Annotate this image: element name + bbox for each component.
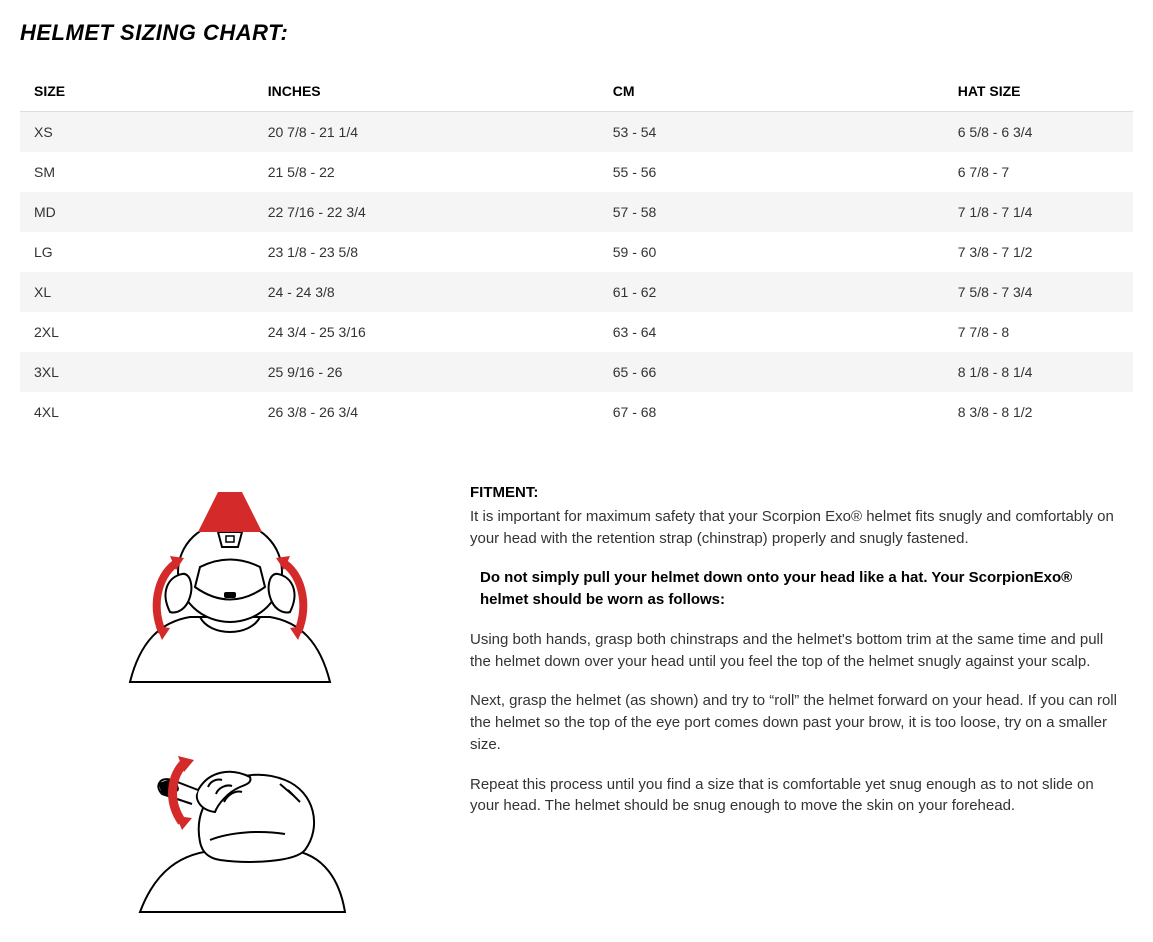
fitment-heading: FITMENT: — [470, 482, 1123, 504]
table-cell: 7 5/8 - 7 3/4 — [944, 272, 1133, 312]
table-cell: MD — [20, 192, 254, 232]
table-body: XS20 7/8 - 21 1/453 - 546 5/8 - 6 3/4SM2… — [20, 112, 1133, 433]
table-row: XL24 - 24 3/861 - 627 5/8 - 7 3/4 — [20, 272, 1133, 312]
table-cell: 61 - 62 — [599, 272, 944, 312]
table-cell: 4XL — [20, 392, 254, 432]
col-header-inches: INCHES — [254, 71, 599, 112]
fitment-step-1: Using both hands, grasp both chinstraps … — [470, 629, 1123, 673]
table-cell: 7 3/8 - 7 1/2 — [944, 232, 1133, 272]
fitment-step-3: Repeat this process until you find a siz… — [470, 774, 1123, 818]
table-cell: 22 7/16 - 22 3/4 — [254, 192, 599, 232]
table-cell: 59 - 60 — [599, 232, 944, 272]
table-row: 3XL25 9/16 - 2665 - 668 1/8 - 8 1/4 — [20, 352, 1133, 392]
table-row: 2XL24 3/4 - 25 3/1663 - 647 7/8 - 8 — [20, 312, 1133, 352]
fitment-intro: It is important for maximum safety that … — [470, 506, 1123, 550]
table-cell: 3XL — [20, 352, 254, 392]
table-cell: 25 9/16 - 26 — [254, 352, 599, 392]
fitment-step-2: Next, grasp the helmet (as shown) and tr… — [470, 690, 1123, 755]
fitment-section: FITMENT: It is important for maximum saf… — [20, 482, 1133, 922]
table-row: MD22 7/16 - 22 3/457 - 587 1/8 - 7 1/4 — [20, 192, 1133, 232]
table-header-row: SIZE INCHES CM HAT SIZE — [20, 71, 1133, 112]
fitment-text: FITMENT: It is important for maximum saf… — [470, 482, 1123, 922]
table-cell: 26 3/8 - 26 3/4 — [254, 392, 599, 432]
helmet-roll-illustration — [100, 732, 360, 922]
table-row: XS20 7/8 - 21 1/453 - 546 5/8 - 6 3/4 — [20, 112, 1133, 153]
sizing-table: SIZE INCHES CM HAT SIZE XS20 7/8 - 21 1/… — [20, 71, 1133, 432]
col-header-hat: HAT SIZE — [944, 71, 1133, 112]
table-cell: 8 1/8 - 8 1/4 — [944, 352, 1133, 392]
table-cell: 23 1/8 - 23 5/8 — [254, 232, 599, 272]
fitment-bold-note: Do not simply pull your helmet down onto… — [470, 567, 1123, 611]
table-cell: XL — [20, 272, 254, 312]
table-cell: 24 - 24 3/8 — [254, 272, 599, 312]
table-cell: 65 - 66 — [599, 352, 944, 392]
table-cell: 53 - 54 — [599, 112, 944, 153]
table-row: 4XL26 3/8 - 26 3/467 - 688 3/8 - 8 1/2 — [20, 392, 1133, 432]
table-cell: 63 - 64 — [599, 312, 944, 352]
illustration-column — [30, 482, 430, 922]
table-cell: 55 - 56 — [599, 152, 944, 192]
table-cell: 8 3/8 - 8 1/2 — [944, 392, 1133, 432]
page-title: HELMET SIZING CHART: — [20, 20, 1133, 46]
table-cell: XS — [20, 112, 254, 153]
table-cell: LG — [20, 232, 254, 272]
table-cell: 7 1/8 - 7 1/4 — [944, 192, 1133, 232]
col-header-cm: CM — [599, 71, 944, 112]
table-cell: SM — [20, 152, 254, 192]
table-cell: 57 - 58 — [599, 192, 944, 232]
table-cell: 6 7/8 - 7 — [944, 152, 1133, 192]
table-cell: 7 7/8 - 8 — [944, 312, 1133, 352]
helmet-pulldown-illustration — [100, 492, 360, 712]
table-cell: 67 - 68 — [599, 392, 944, 432]
col-header-size: SIZE — [20, 71, 254, 112]
table-cell: 6 5/8 - 6 3/4 — [944, 112, 1133, 153]
table-cell: 20 7/8 - 21 1/4 — [254, 112, 599, 153]
table-cell: 24 3/4 - 25 3/16 — [254, 312, 599, 352]
table-cell: 21 5/8 - 22 — [254, 152, 599, 192]
table-row: LG23 1/8 - 23 5/859 - 607 3/8 - 7 1/2 — [20, 232, 1133, 272]
table-row: SM21 5/8 - 2255 - 566 7/8 - 7 — [20, 152, 1133, 192]
table-cell: 2XL — [20, 312, 254, 352]
